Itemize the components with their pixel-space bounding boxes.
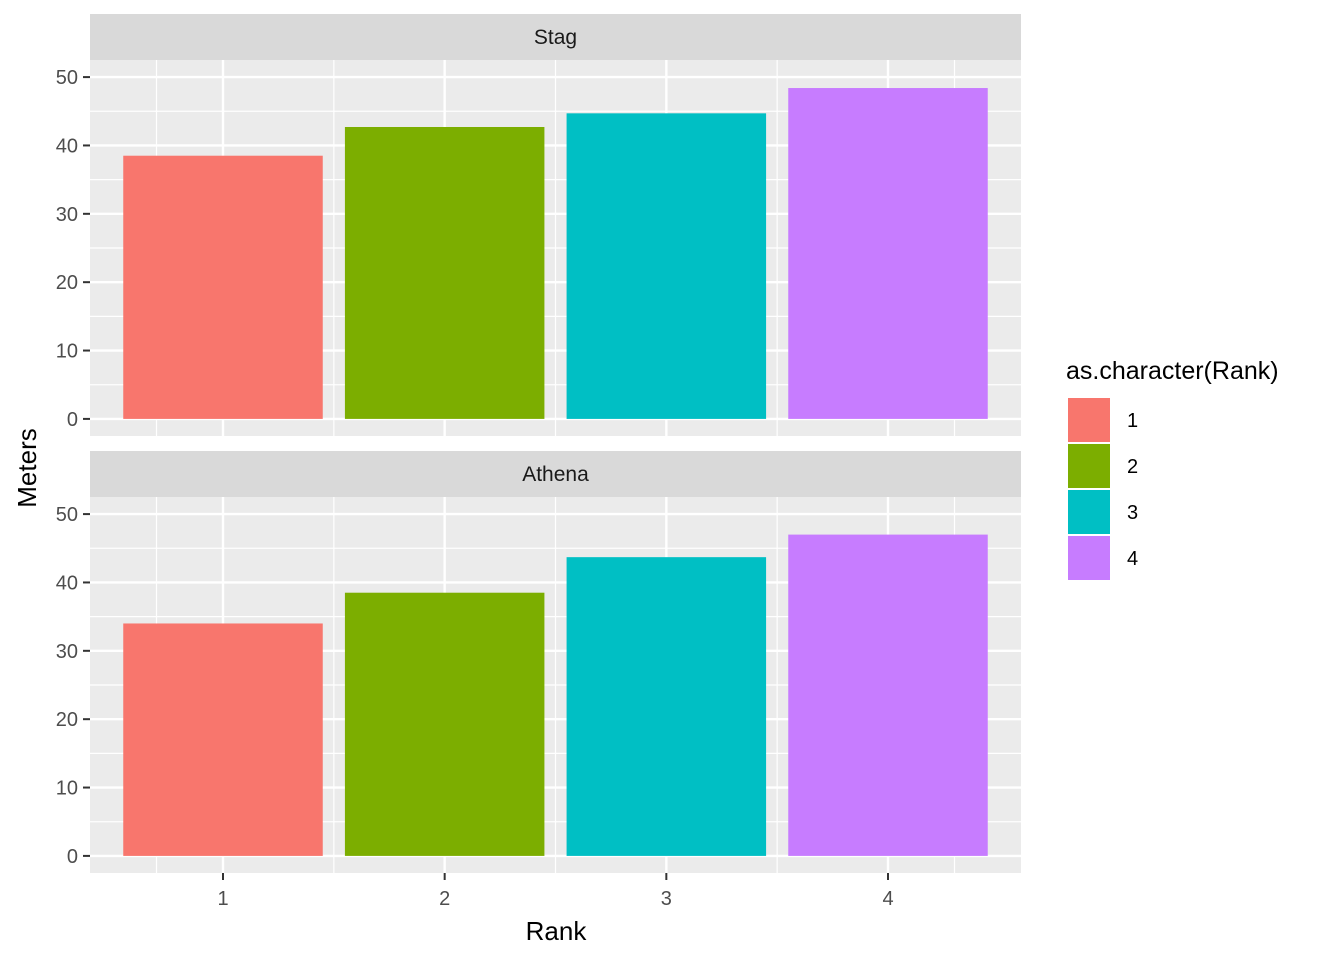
y-tick-label: 10 (56, 778, 78, 800)
x-tick-label: 3 (661, 888, 672, 910)
y-tick-label: 30 (56, 641, 78, 663)
bar-stag-rank-4 (788, 88, 988, 419)
y-tick-label: 40 (56, 572, 78, 594)
y-tick-label: 20 (56, 272, 78, 294)
legend-key-swatch (1068, 536, 1110, 580)
legend-title: as.character(Rank) (1066, 357, 1279, 385)
bar-athena-rank-1 (123, 623, 323, 856)
bar-athena-rank-4 (788, 534, 988, 856)
x-tick-label: 4 (882, 888, 893, 910)
y-tick-label: 50 (56, 67, 78, 89)
y-tick-label: 40 (56, 135, 78, 157)
legend-entry-label: 2 (1127, 456, 1138, 478)
x-axis: 1 2 3 4 (217, 873, 894, 910)
y-tick-label: 10 (56, 341, 78, 363)
bar-stag-rank-1 (123, 155, 323, 419)
legend: as.character(Rank) 1 2 3 4 (1066, 357, 1279, 581)
y-tick-label: 0 (67, 409, 78, 431)
bar-stag-rank-3 (566, 113, 767, 419)
bar-stag-rank-2 (344, 126, 545, 419)
y-tick-label: 0 (67, 846, 78, 868)
facet-strip (90, 451, 1021, 497)
y-tick-label: 50 (56, 504, 78, 526)
x-axis-title: Rank (526, 916, 588, 946)
facet-panel: Stag 0 10 20 30 40 50 (56, 14, 1021, 436)
x-tick-label: 1 (217, 888, 228, 910)
y-tick-label: 30 (56, 204, 78, 226)
legend-key-swatch (1068, 490, 1110, 534)
x-tick-label: 2 (439, 888, 450, 910)
facet-strip-label: Athena (522, 463, 589, 486)
facet-strip (90, 14, 1021, 60)
legend-entry-label: 4 (1127, 548, 1138, 570)
bar-athena-rank-2 (344, 592, 545, 856)
y-axis-title: Meters (12, 428, 42, 507)
facet-panels: Stag 0 10 20 30 40 50 Athena 0 10 20 30 40 50 (56, 14, 1021, 873)
y-tick-label: 20 (56, 709, 78, 731)
bar-athena-rank-3 (566, 557, 767, 856)
facet-strip-label: Stag (534, 26, 577, 49)
legend-key-swatch (1068, 444, 1110, 488)
legend-entry-label: 1 (1127, 410, 1138, 432)
facet-panel: Athena 0 10 20 30 40 50 (56, 451, 1021, 873)
legend-entry-label: 3 (1127, 502, 1138, 524)
legend-key-swatch (1068, 398, 1110, 442)
